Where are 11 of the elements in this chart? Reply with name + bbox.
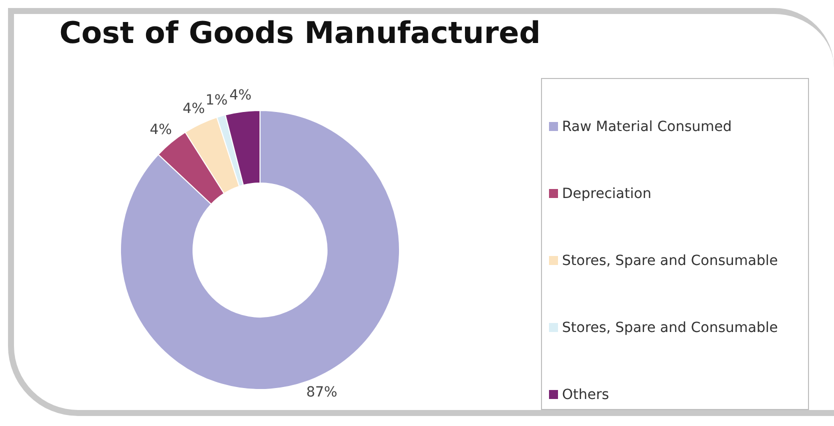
data-label: 4% xyxy=(182,100,205,117)
data-label: 4% xyxy=(150,122,172,138)
chart-title: Cost of Goods Manufactured xyxy=(58,16,542,51)
data-label: 1% xyxy=(206,92,228,108)
legend-label: Stores, Spare and Consumable xyxy=(562,320,778,336)
legend-label: Raw Material Consumed xyxy=(562,118,732,134)
legend-label: Others xyxy=(562,386,610,402)
legend-label: Stores, Spare and Consumable xyxy=(562,252,778,268)
data-label: 4% xyxy=(229,87,252,104)
legend-label: Depreciation xyxy=(562,186,652,202)
data-label: 87% xyxy=(306,384,338,400)
